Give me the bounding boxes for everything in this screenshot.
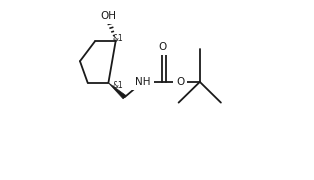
Text: O: O xyxy=(176,77,185,87)
Text: &1: &1 xyxy=(112,34,123,43)
Text: NH: NH xyxy=(135,77,150,87)
Text: &1: &1 xyxy=(112,81,123,90)
Text: OH: OH xyxy=(100,11,116,21)
Text: O: O xyxy=(158,42,166,52)
Polygon shape xyxy=(108,83,126,99)
